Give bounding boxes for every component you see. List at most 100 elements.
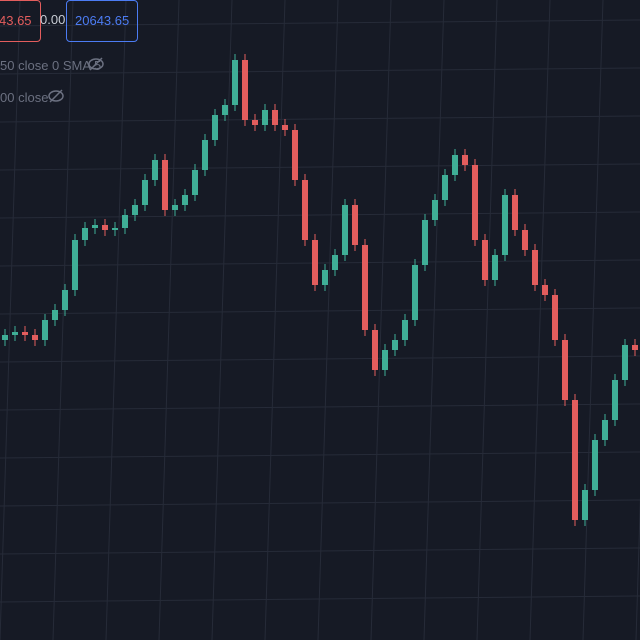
candle-body xyxy=(442,175,448,200)
candle-body xyxy=(632,345,638,350)
candle-body xyxy=(202,140,208,170)
candle-body xyxy=(132,205,138,215)
grid-line xyxy=(0,403,640,411)
grid-line xyxy=(105,0,127,640)
candle-body xyxy=(392,340,398,350)
indicator-label[interactable]: 50 close 0 SMA 5 xyxy=(0,58,102,73)
candle-body xyxy=(62,290,68,310)
candle-body xyxy=(412,265,418,320)
candle-body xyxy=(152,160,158,180)
indicator-label[interactable]: 00 close xyxy=(0,90,49,105)
candle-body xyxy=(312,240,318,285)
candle-body xyxy=(432,200,438,220)
candle-body xyxy=(512,195,518,230)
candle-body xyxy=(142,180,148,205)
candle-body xyxy=(12,332,18,335)
candle-body xyxy=(552,295,558,340)
grid-line xyxy=(529,0,551,640)
candle-body xyxy=(232,60,238,105)
candle-body xyxy=(342,205,348,255)
candle-body xyxy=(272,110,278,125)
last-price: 20643.65 xyxy=(66,0,139,42)
candle-body xyxy=(622,345,628,380)
candle-body xyxy=(282,125,288,130)
grid-line xyxy=(476,0,498,640)
candle-body xyxy=(472,165,478,240)
candle-body xyxy=(482,240,488,280)
candle-body xyxy=(522,230,528,250)
grid-line xyxy=(0,547,640,555)
grid-line xyxy=(0,163,640,171)
candle-body xyxy=(562,340,568,400)
candle-body xyxy=(102,225,108,230)
candle-body xyxy=(422,220,428,265)
candle-body xyxy=(262,110,268,125)
grid-line xyxy=(0,307,640,315)
candle-body xyxy=(82,228,88,240)
grid-line xyxy=(0,0,21,640)
candle-body xyxy=(362,245,368,330)
grid-line xyxy=(423,0,445,640)
grid-line xyxy=(52,0,74,640)
grid-line xyxy=(0,19,640,27)
candle-body xyxy=(252,120,258,125)
grid-line xyxy=(635,495,640,640)
candle-body xyxy=(372,330,378,370)
grid-line xyxy=(0,355,640,363)
candle-body xyxy=(162,160,168,210)
grid-line xyxy=(0,451,640,459)
candle-body xyxy=(302,180,308,240)
candle-body xyxy=(242,60,248,120)
grid-line xyxy=(317,0,339,640)
candle-body xyxy=(172,205,178,210)
grid-line xyxy=(264,0,286,640)
grid-line xyxy=(0,499,640,507)
hide-icon[interactable] xyxy=(46,86,66,106)
candle-body xyxy=(112,228,118,230)
grid-line xyxy=(0,259,640,267)
candle-body xyxy=(72,240,78,290)
candle-body xyxy=(322,270,328,285)
candle-body xyxy=(572,400,578,520)
candle-body xyxy=(532,250,538,285)
grid-line xyxy=(370,0,392,640)
candle-body xyxy=(292,130,298,180)
candle-body xyxy=(492,255,498,280)
grid-line xyxy=(0,67,640,75)
candle-body xyxy=(2,335,8,340)
price-box: 43.65 xyxy=(0,0,41,42)
grid-line xyxy=(0,115,640,123)
candle-body xyxy=(602,420,608,440)
candle-body xyxy=(502,195,508,255)
candle-body xyxy=(352,205,358,245)
candle-body xyxy=(382,350,388,370)
grid-line xyxy=(0,595,640,603)
candle-body xyxy=(192,170,198,195)
candle-body xyxy=(52,310,58,320)
candle-body xyxy=(182,195,188,205)
candle-body xyxy=(612,380,618,420)
candle-body xyxy=(222,105,228,115)
change: 0.00 xyxy=(40,12,66,27)
grid-line xyxy=(211,0,233,640)
candle-body xyxy=(582,490,588,520)
candle-body xyxy=(402,320,408,340)
candle-body xyxy=(332,255,338,270)
hide-icon[interactable] xyxy=(86,54,106,74)
grid-line xyxy=(582,0,604,640)
candle-body xyxy=(542,285,548,295)
candle-body xyxy=(212,115,218,140)
candle-body xyxy=(42,320,48,340)
grid-line xyxy=(0,211,640,219)
candle-body xyxy=(452,155,458,175)
candle-body xyxy=(462,155,468,165)
candle-body xyxy=(32,335,38,340)
grid-line xyxy=(158,0,180,640)
candle-body xyxy=(122,215,128,228)
candle-body xyxy=(22,332,28,335)
candle-body xyxy=(92,225,98,228)
candle-body xyxy=(592,440,598,490)
